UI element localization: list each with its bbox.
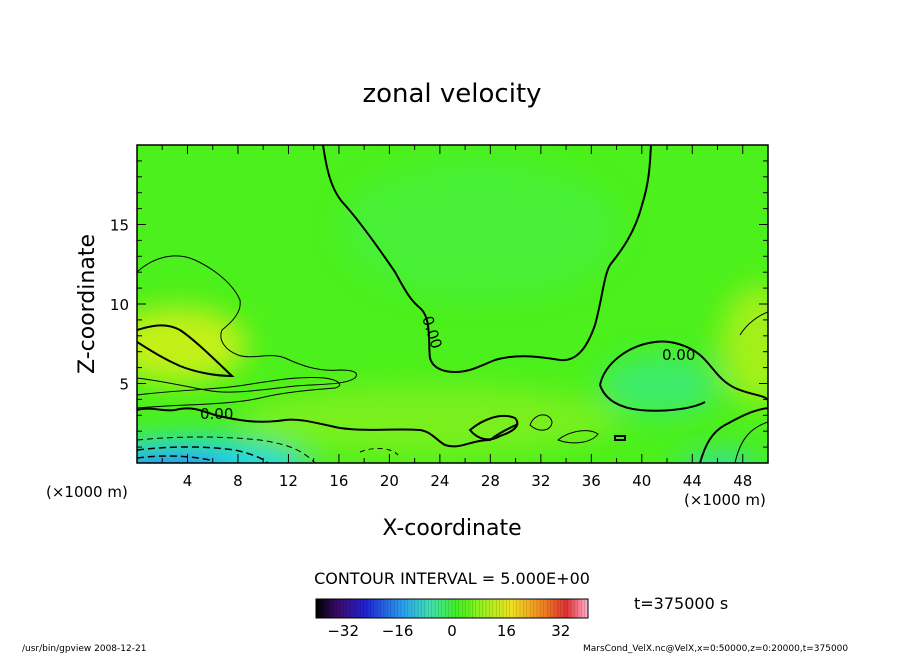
colorbar-tick-label: 16 (497, 622, 516, 640)
footer-right: MarsCond_VelX.nc@VelX,x=0:50000,z=0:2000… (583, 644, 848, 654)
footer-left: /usr/bin/gpview 2008-12-21 (22, 644, 146, 654)
time-label: t=375000 s (634, 594, 728, 613)
x-axis-ticks: 4 8 12 16 20 24 28 32 36 40 44 48 (161, 145, 752, 490)
contour-thin-right (734, 421, 768, 463)
x-tick-label: 4 (183, 472, 193, 490)
x-tick-label: 48 (733, 472, 752, 490)
negative-min (137, 460, 205, 463)
y-tick-label: 15 (110, 217, 129, 235)
upper-green (340, 160, 620, 300)
x-tick-label: 44 (683, 472, 702, 490)
x-axis-label: X-coordinate (382, 516, 521, 541)
colorbar-tick-label: 0 (447, 622, 457, 640)
colorbar (315, 598, 589, 619)
contour-label: 0.00 (662, 346, 695, 364)
y-tick-label: 10 (110, 296, 129, 314)
x-tick-label: 36 (582, 472, 601, 490)
chart-title: zonal velocity (362, 79, 541, 109)
x-tick-label: 28 (481, 472, 500, 490)
contour-positive-band (137, 377, 341, 409)
y-axis-label: Z-coordinate (75, 234, 100, 374)
contour-negative-1 (137, 436, 316, 463)
contour-negative-3 (137, 455, 211, 461)
positive-lower-band (240, 385, 620, 455)
x-tick-label: 40 (632, 472, 651, 490)
contour-negative-4 (359, 447, 399, 456)
contour-zero-upper (322, 145, 652, 374)
contour-zero-right (599, 340, 768, 463)
contour-zero-right-lower (599, 384, 706, 412)
colorbar-tick-label: −32 (327, 622, 359, 640)
plot-area: 0.00 0.00 0.00 (137, 145, 768, 463)
negative-core (137, 438, 308, 463)
contour-zero-bottom (137, 407, 519, 448)
contour-negative-2 (137, 446, 269, 463)
x-tick-label: 24 (430, 472, 449, 490)
contour-interval: CONTOUR INTERVAL = 5.000E+00 (314, 569, 590, 588)
x-tick-label: 20 (380, 472, 399, 490)
x-axis-unit: (×1000 m) (684, 491, 766, 509)
contour-thin-loop (529, 414, 553, 431)
x-tick-label: 12 (279, 472, 298, 490)
contour-zero-left-core (137, 324, 235, 378)
contour-thin-loop-2 (557, 430, 599, 444)
positive-core-right (720, 285, 768, 405)
colorbar-tick-label: −16 (382, 622, 414, 640)
x-tick-label: 16 (329, 472, 348, 490)
contour-tiny-loop (614, 435, 626, 441)
colorbar-ticks: −32 −16 0 16 32 (327, 622, 570, 640)
x-tick-label: 8 (233, 472, 243, 490)
contour-thin-right-top (739, 311, 768, 336)
contour-zero-small-loop (468, 414, 519, 441)
y-tick-label: 5 (119, 376, 129, 394)
contour-lines (137, 145, 768, 463)
colorbar-segments (319, 599, 585, 618)
y-axis-unit: (×1000 m) (46, 483, 128, 501)
x-tick-label: 32 (531, 472, 550, 490)
colorbar-tick-label: 32 (551, 622, 570, 640)
contour-label: 0.00 (200, 405, 233, 423)
contour-positive-left (137, 255, 357, 393)
y-axis-ticks: 5 10 15 (110, 160, 768, 448)
weak-negative-core (600, 355, 720, 415)
